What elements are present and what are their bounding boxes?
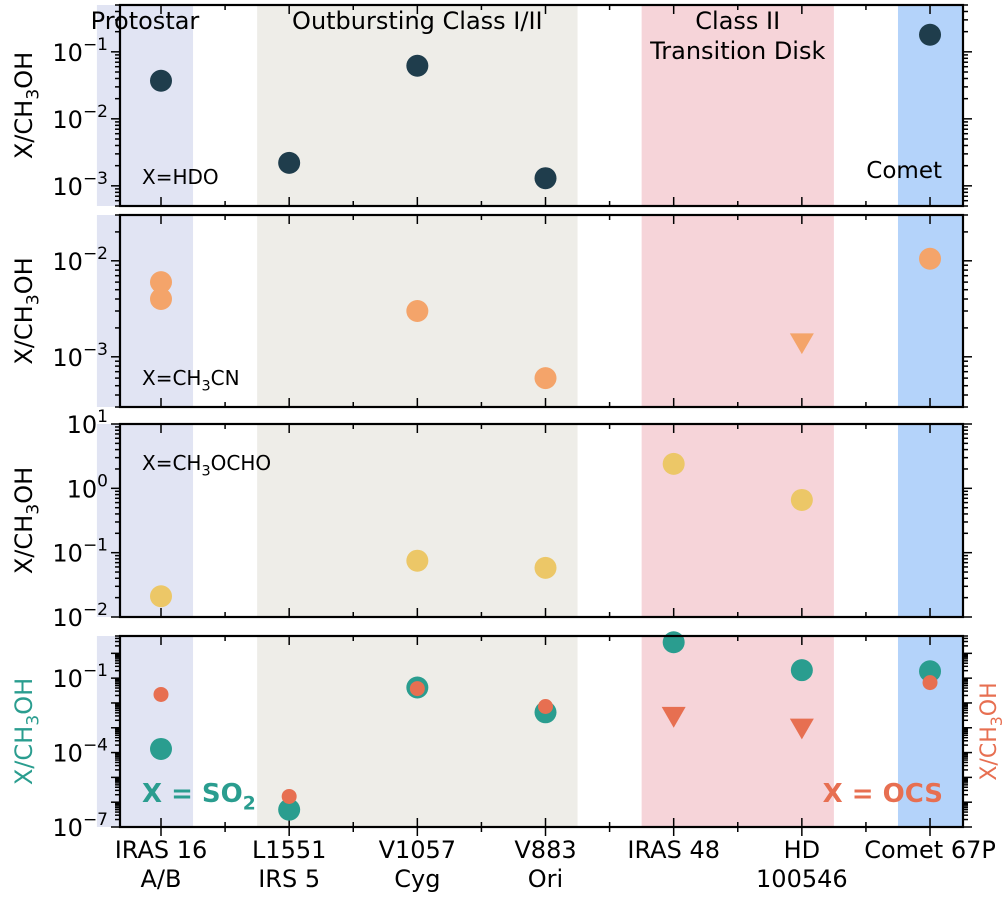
region-band-1 <box>96 215 194 407</box>
y-tick-label: 10−2 <box>52 600 108 632</box>
y-tick-label: 10−2 <box>52 102 108 134</box>
panel-2: 10−3 10−2X/CH3OH X=CH3CN <box>10 213 972 409</box>
x-tick-label: Ori <box>528 865 563 893</box>
data-point <box>534 167 557 190</box>
x-tick-label: Cyg <box>394 865 440 893</box>
data-point <box>790 659 813 682</box>
data-point <box>534 556 557 579</box>
region-band-3 <box>641 215 834 407</box>
data-point <box>409 681 425 697</box>
data-point <box>919 247 942 270</box>
panel-annotation: X=CH3CN <box>142 366 240 395</box>
x-tick-label: V1057 <box>379 836 457 864</box>
x-tick-label: Comet 67P <box>864 836 996 864</box>
y-axis-label-right: X/CH3OH <box>977 682 1006 780</box>
data-point <box>534 367 557 390</box>
data-point <box>150 585 172 608</box>
region-band-2 <box>257 636 578 827</box>
y-tick-label: 10−1 <box>52 536 108 568</box>
region-label: Class II <box>695 7 780 35</box>
x-tick-label: IRAS 16 <box>115 836 208 864</box>
x-tick-label: IRAS 48 <box>627 836 720 864</box>
data-point <box>150 69 172 92</box>
y-axis-label: X/CH3OH <box>10 52 44 159</box>
region-band-3 <box>641 424 834 617</box>
y-tick-label: 10−7 <box>52 810 108 842</box>
data-point <box>406 54 429 77</box>
data-point <box>919 660 942 683</box>
data-point <box>662 452 685 475</box>
region-band-1 <box>96 636 194 827</box>
x-tick-label: 100546 <box>756 865 848 893</box>
region-band-2 <box>257 424 578 617</box>
y-tick-label: 10−1 <box>52 35 108 67</box>
x-tick-label: L1551 <box>252 836 326 864</box>
panel-1: Protostar Outbursting Class I/II Class IIT… <box>10 3 972 208</box>
data-point <box>150 271 172 294</box>
y-tick-label: 100 <box>67 471 108 503</box>
x-tick-label: A/B <box>141 865 182 893</box>
data-point <box>406 549 429 572</box>
y-tick-label: 10−4 <box>52 736 108 768</box>
data-point <box>150 737 172 760</box>
y-tick-label: 10−3 <box>52 169 108 201</box>
region-band-3 <box>641 5 834 206</box>
legend-entry: X = OCS <box>823 779 943 809</box>
region-label: Transition Disk <box>649 37 825 65</box>
panel-annotation: X=CH3OCHO <box>142 451 271 480</box>
y-tick-label: 10−1 <box>52 661 108 693</box>
x-tick-label: V883 <box>514 836 576 864</box>
upper-limit-marker <box>789 333 814 355</box>
corner-label: Comet <box>866 158 942 184</box>
panel-3: 10−2 10−1 100 101 X/CH3OH X=CH3OCHO <box>10 407 972 632</box>
region-band-2 <box>257 5 578 206</box>
region-band-4 <box>897 424 963 617</box>
data-point <box>281 788 297 804</box>
panel-frame <box>118 3 965 208</box>
region-band-1 <box>96 5 194 206</box>
region-band-4 <box>897 215 963 407</box>
data-point <box>278 151 301 174</box>
region-band-1 <box>96 424 194 617</box>
y-axis-label: X/CH3OH <box>10 257 44 364</box>
data-point <box>150 288 172 311</box>
panel-frame <box>118 422 965 619</box>
data-point <box>278 798 301 821</box>
panel-annotation: X=HDO <box>142 165 219 189</box>
data-point <box>538 698 554 714</box>
y-axis-label: X/CH3OH <box>10 467 44 574</box>
y-tick-label: 10−2 <box>52 244 108 276</box>
y-tick-label: 10−3 <box>52 340 108 372</box>
panel-frame <box>118 634 965 829</box>
data-point <box>919 23 942 46</box>
data-point <box>406 300 429 322</box>
data-point <box>153 686 169 702</box>
data-point <box>922 675 938 691</box>
data-point <box>662 631 685 654</box>
y-tick-label: 101 <box>67 407 108 439</box>
x-tick-label: HD <box>784 836 821 864</box>
upper-limit-marker <box>661 706 686 728</box>
x-tick-label: IRS 5 <box>258 865 320 893</box>
y-axis-label: X/CH3OH <box>10 678 44 785</box>
legend-entry: X = SO2 <box>142 779 256 814</box>
region-label: Protostar <box>91 7 200 35</box>
upper-limit-marker <box>789 718 814 740</box>
data-point <box>790 488 813 511</box>
panel-frame <box>118 213 965 409</box>
